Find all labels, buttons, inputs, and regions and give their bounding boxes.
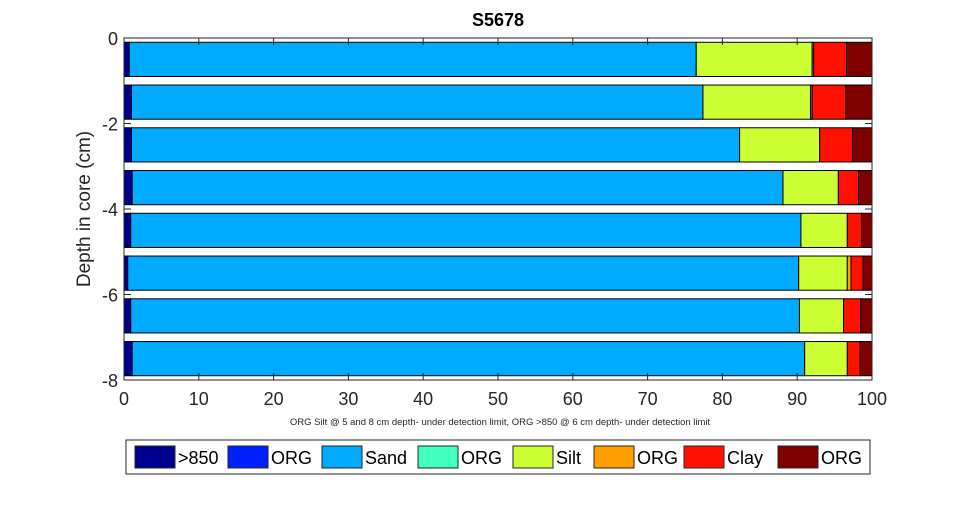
bar-segment-gt850-7 [123,341,133,377]
x-tick-label: 30 [338,389,358,409]
bar-segment-org-6 [860,298,873,334]
bar-segment-clay-0 [813,41,848,77]
bar-segment-sand-7 [131,341,806,377]
y-tick-label: 0 [108,29,118,49]
bar-segment-silt-3 [782,170,839,206]
bars-group [123,41,873,377]
legend-swatch [593,445,635,469]
legend-label: Silt [556,448,581,468]
bar-segment-clay-1 [811,84,847,120]
bar-segment-org-3 [858,170,873,206]
y-axis-label: Depth in core (cm) [74,131,95,287]
bar-segment-org-5 [846,255,852,291]
legend-swatch [512,445,554,469]
bar-segment-sand-4 [130,212,802,248]
bar-segment-sand-1 [130,84,704,120]
legend-label: >850 [178,448,219,468]
y-tick-label: -2 [102,115,118,135]
x-tick-label: 20 [264,389,284,409]
legend-label: ORG [271,448,312,468]
ticks-group: 0 10 20 30 40 50 60 70 80 90 100 0 -2 -4 -6 -8 [102,29,887,409]
legend-swatch [683,445,725,469]
bar-segment-sand-5 [127,255,800,291]
bar-segment-silt-1 [702,84,812,120]
legend: >850 ORG Sand ORG Silt ORG Clay ORG [134,445,862,469]
legend-swatch [321,445,363,469]
bar-segment-silt-4 [800,212,848,248]
bar-segment-clay-2 [819,127,854,163]
bar-segment-gt850-3 [123,170,133,206]
x-tick-label: 50 [488,389,508,409]
bar-segment-clay-3 [837,170,860,206]
legend-label: ORG [461,448,502,468]
bar-segment-silt-0 [695,41,813,77]
bar-segment-clay-4 [846,212,863,248]
legend-label: ORG [821,448,862,468]
x-tick-label: 0 [119,389,129,409]
chart-title: S5678 [472,10,524,30]
x-tick-label: 80 [712,389,732,409]
legend-label: ORG [637,448,678,468]
x-tick-label: 100 [857,389,887,409]
bar-segment-org-4 [861,212,873,248]
y-tick-label: -8 [102,371,118,391]
bar-segment-sand-6 [130,298,800,334]
bar-segment-org-7 [859,341,873,377]
bar-segment-org-5 [862,255,873,291]
x-tick-label: 40 [413,389,433,409]
y-tick-label: -4 [102,200,118,220]
legend-label: Sand [365,448,407,468]
bar-segment-org-2 [852,127,873,163]
bar-segment-sand-3 [131,170,784,206]
bar-segment-sand-0 [128,41,697,77]
legend-swatch [417,445,459,469]
bar-segment-clay-5 [850,255,864,291]
bar-segment-org-0 [846,41,873,77]
legend-label: Clay [727,448,763,468]
bar-segment-silt-5 [798,255,848,291]
x-tick-label: 70 [638,389,658,409]
bar-segment-sand-2 [130,127,741,163]
chart-note: ORG Silt @ 5 and 8 cm depth- under detec… [290,417,711,428]
legend-swatch [777,445,819,469]
y-tick-label: -6 [102,286,118,306]
bar-segment-org-1 [845,84,873,120]
bar-segment-silt-7 [804,341,848,377]
legend-swatch [227,445,269,469]
x-tick-label: 10 [189,389,209,409]
bar-segment-silt-2 [739,127,821,163]
legend-swatch [134,445,176,469]
bar-segment-gt850-1 [123,84,132,120]
bar-segment-gt850-6 [123,298,132,334]
bar-segment-gt850-4 [123,212,132,248]
x-tick-label: 90 [787,389,807,409]
x-tick-label: 60 [563,389,583,409]
bar-segment-silt-6 [798,298,845,334]
bar-segment-clay-7 [846,341,861,377]
bar-segment-gt850-2 [123,127,132,163]
bar-segment-gt850-5 [123,255,129,291]
bar-segment-clay-6 [843,298,862,334]
bar-segment-gt850-0 [123,41,130,77]
